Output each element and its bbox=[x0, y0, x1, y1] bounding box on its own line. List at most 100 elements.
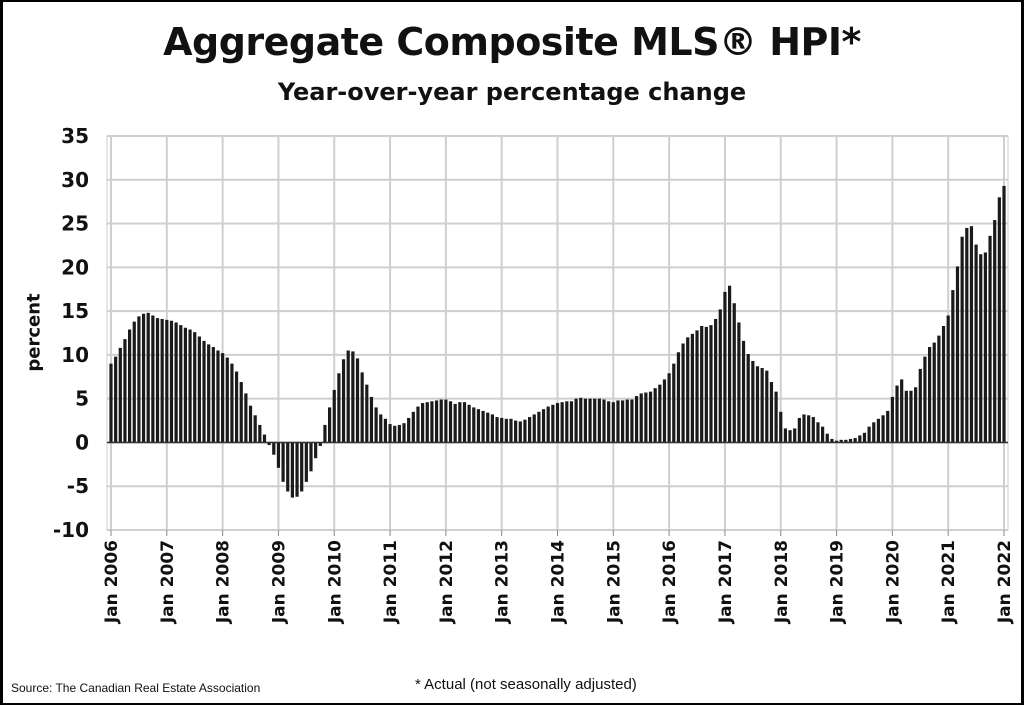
y-tick-label: 10 bbox=[61, 343, 89, 367]
bar bbox=[221, 353, 225, 443]
bar bbox=[276, 442, 281, 468]
x-tick-label: Jan 2014 bbox=[549, 540, 569, 624]
bar bbox=[369, 396, 374, 443]
bar bbox=[927, 347, 932, 443]
bar bbox=[853, 438, 857, 443]
bar bbox=[193, 332, 197, 443]
y-tick-label: -10 bbox=[53, 518, 89, 542]
bar bbox=[472, 407, 476, 443]
bar bbox=[597, 398, 601, 443]
bar bbox=[216, 350, 220, 443]
bar bbox=[909, 390, 913, 443]
bar bbox=[169, 320, 174, 443]
y-tick-label: 20 bbox=[61, 255, 89, 279]
bar bbox=[225, 357, 229, 443]
bar bbox=[602, 399, 606, 443]
bar bbox=[751, 361, 755, 443]
bar bbox=[332, 389, 336, 443]
bar bbox=[811, 417, 815, 443]
bar bbox=[514, 420, 518, 443]
bar bbox=[155, 318, 160, 443]
bar bbox=[983, 252, 987, 443]
bar bbox=[900, 379, 904, 443]
bar bbox=[718, 309, 722, 443]
bar bbox=[114, 356, 118, 443]
bar bbox=[700, 325, 704, 443]
bar bbox=[672, 363, 676, 443]
bar bbox=[993, 220, 997, 443]
bar bbox=[741, 340, 746, 443]
bar bbox=[658, 384, 662, 443]
bar bbox=[351, 351, 355, 443]
bar bbox=[262, 434, 267, 443]
bar bbox=[681, 343, 685, 443]
bar bbox=[951, 290, 955, 443]
bar bbox=[565, 401, 569, 443]
bar bbox=[974, 244, 978, 443]
bar bbox=[527, 417, 532, 443]
bar bbox=[504, 418, 508, 443]
bar bbox=[402, 423, 406, 443]
bar bbox=[267, 442, 271, 446]
bar bbox=[541, 409, 546, 443]
bar bbox=[537, 411, 541, 443]
bar bbox=[444, 399, 448, 443]
bar bbox=[421, 403, 425, 443]
y-tick-label: 35 bbox=[61, 124, 89, 148]
x-tick-label: Jan 2009 bbox=[269, 540, 289, 624]
bar bbox=[318, 442, 322, 446]
bar bbox=[825, 433, 829, 443]
bar bbox=[946, 315, 950, 443]
bar bbox=[997, 197, 1001, 443]
bar bbox=[244, 393, 248, 443]
plot-area: 35 30 25 20 15 10 5 0 -5 -10 Jan 2006 Jan 2007 Jan 2… bbox=[53, 124, 1015, 624]
bar bbox=[746, 354, 750, 443]
bar bbox=[490, 414, 494, 443]
x-tick-label: Jan 2007 bbox=[158, 540, 178, 624]
x-tick-label: Jan 2020 bbox=[883, 540, 903, 624]
chart-figure: Aggregate Composite MLS® HPI* Year-over-… bbox=[3, 2, 1021, 703]
x-tick-label: Jan 2010 bbox=[325, 540, 345, 624]
bar bbox=[569, 401, 574, 443]
source-note: Source: The Canadian Real Estate Associa… bbox=[11, 681, 261, 695]
bar bbox=[923, 356, 927, 443]
x-tick-label: Jan 2015 bbox=[604, 540, 624, 624]
bar bbox=[300, 442, 304, 492]
bar bbox=[425, 402, 429, 443]
x-tick-label: Jan 2021 bbox=[939, 540, 959, 624]
bar bbox=[434, 400, 439, 443]
bar bbox=[248, 405, 253, 443]
bar bbox=[844, 439, 848, 443]
bar bbox=[834, 440, 839, 443]
bar bbox=[611, 402, 615, 443]
bar bbox=[495, 417, 499, 443]
bar bbox=[579, 397, 583, 443]
bar bbox=[327, 407, 332, 443]
bar bbox=[476, 409, 481, 443]
bar bbox=[876, 418, 881, 443]
bar bbox=[314, 442, 318, 459]
bar bbox=[755, 366, 760, 443]
bar bbox=[695, 330, 699, 443]
bar bbox=[337, 373, 341, 443]
bar bbox=[895, 385, 899, 443]
bar bbox=[286, 442, 290, 492]
bar bbox=[686, 337, 690, 443]
bar bbox=[774, 391, 778, 443]
bar bbox=[881, 415, 885, 443]
y-tick-label: -5 bbox=[67, 474, 89, 498]
bar bbox=[630, 399, 634, 443]
bar bbox=[230, 363, 234, 443]
bar bbox=[407, 417, 411, 443]
bar bbox=[304, 442, 308, 482]
bar bbox=[937, 335, 941, 443]
bar bbox=[197, 336, 201, 443]
bar bbox=[807, 415, 811, 443]
bar bbox=[234, 371, 239, 443]
bar bbox=[467, 404, 471, 443]
bar bbox=[969, 226, 974, 443]
bar bbox=[128, 329, 132, 443]
bar bbox=[732, 303, 736, 443]
bar bbox=[500, 417, 504, 443]
bar bbox=[941, 325, 946, 443]
